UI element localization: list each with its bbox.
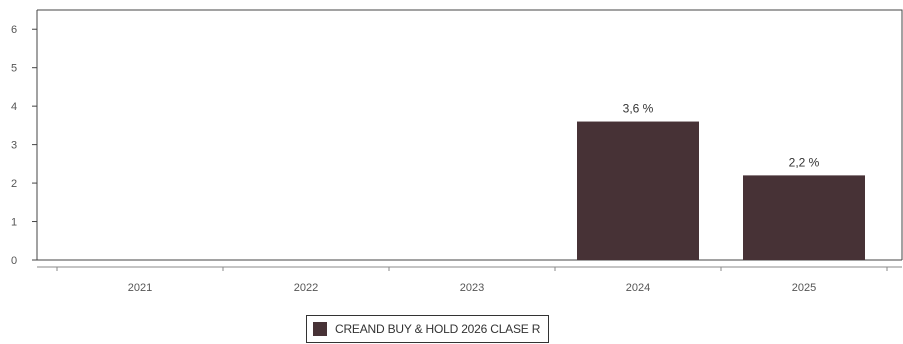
- bar: [577, 121, 699, 261]
- y-tick-label: 1: [11, 217, 17, 229]
- legend: CREAND BUY & HOLD 2026 CLASE R: [306, 315, 550, 343]
- x-tick-label: 2021: [128, 282, 152, 294]
- y-axis: 0 1 2 3 4 5 6: [11, 24, 37, 267]
- y-tick-label: 0: [11, 255, 17, 267]
- plot-border: [37, 9, 903, 260]
- x-tick-label: 2024: [626, 282, 650, 294]
- x-tick-label: 2022: [294, 282, 318, 294]
- x-tick-label: 2025: [792, 282, 816, 294]
- bar-chart: 0 1 2 3 4 5 6 2021 2022 2023 2024 2025 3,6 % 2,2 %: [11, 9, 903, 294]
- y-tick-label: 5: [11, 63, 17, 75]
- bar: [743, 175, 865, 260]
- y-tick-label: 2: [11, 178, 17, 190]
- bar-value-label: 3,6 %: [623, 102, 654, 116]
- legend-swatch: [313, 322, 327, 336]
- x-axis: 2021 2022 2023 2024 2025: [56, 267, 888, 294]
- x-tick-label: 2023: [460, 282, 484, 294]
- y-tick-label: 4: [11, 101, 17, 113]
- data-labels: 3,6 % 2,2 %: [623, 102, 820, 170]
- legend-label: CREAND BUY & HOLD 2026 CLASE R: [335, 322, 541, 336]
- y-tick-label: 3: [11, 140, 17, 152]
- y-tick-label: 6: [11, 24, 17, 36]
- bar-value-label: 2,2 %: [789, 155, 820, 169]
- bar-series: [577, 121, 865, 261]
